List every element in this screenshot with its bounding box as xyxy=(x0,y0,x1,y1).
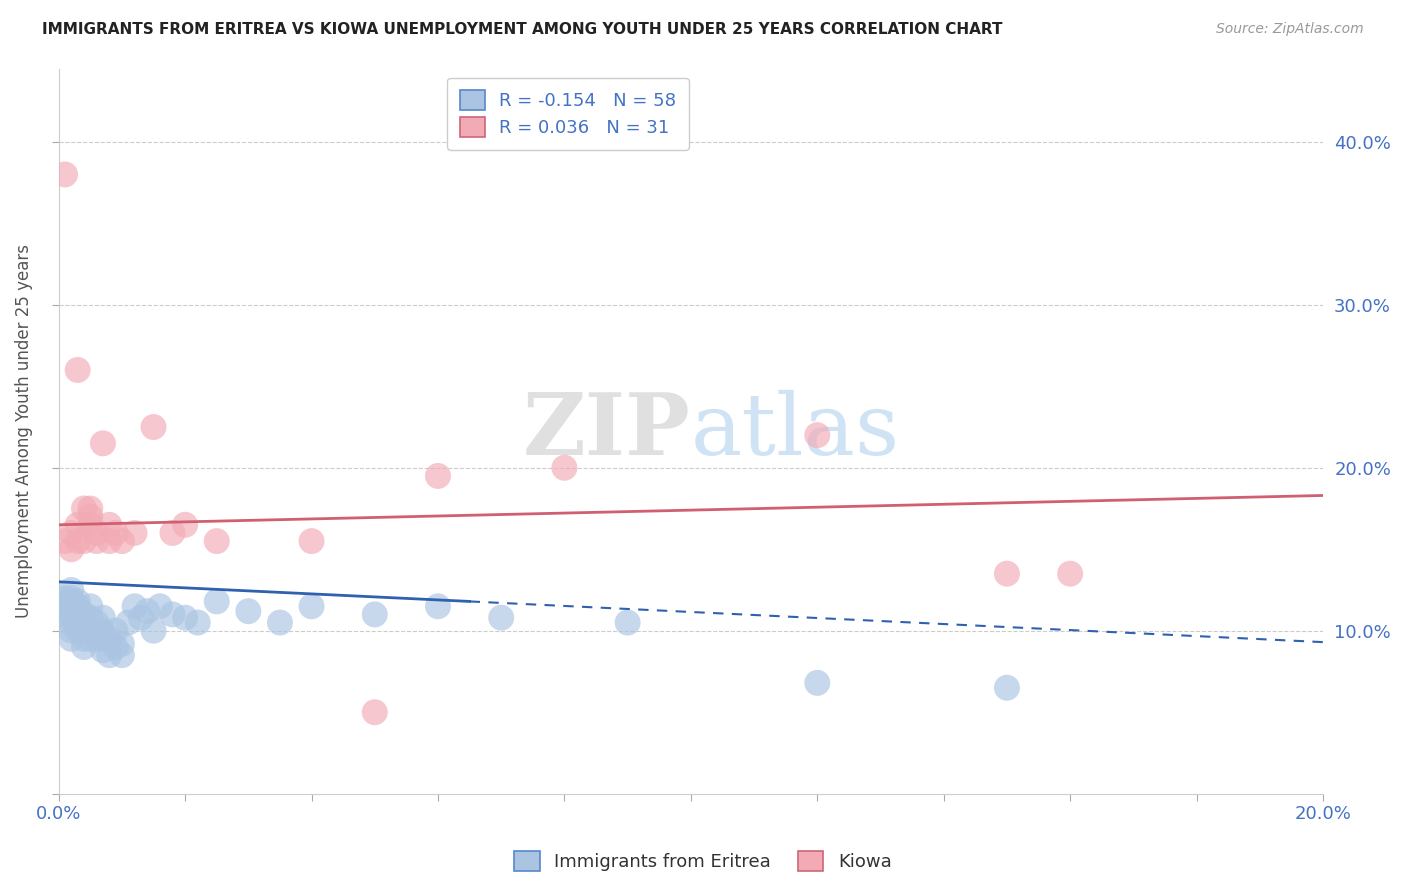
Point xyxy=(53,168,76,182)
Point xyxy=(86,534,108,549)
Point xyxy=(53,599,76,614)
Point xyxy=(104,525,127,540)
Point xyxy=(98,517,121,532)
Point xyxy=(238,604,260,618)
Point xyxy=(79,509,101,524)
Point xyxy=(60,607,83,622)
Point xyxy=(53,591,76,606)
Point xyxy=(995,681,1018,695)
Point xyxy=(301,599,323,614)
Point xyxy=(91,643,114,657)
Point xyxy=(187,615,209,630)
Point xyxy=(60,604,83,618)
Point xyxy=(136,604,159,618)
Point xyxy=(489,610,512,624)
Point xyxy=(79,517,101,532)
Point xyxy=(86,624,108,638)
Point xyxy=(427,599,450,614)
Point xyxy=(91,632,114,646)
Text: Source: ZipAtlas.com: Source: ZipAtlas.com xyxy=(1216,22,1364,37)
Point xyxy=(111,648,134,662)
Point xyxy=(66,610,89,624)
Point xyxy=(53,607,76,622)
Point xyxy=(73,501,96,516)
Point xyxy=(79,624,101,638)
Point xyxy=(124,525,146,540)
Point xyxy=(205,594,228,608)
Point xyxy=(142,420,165,434)
Point xyxy=(149,599,172,614)
Point xyxy=(73,624,96,638)
Point xyxy=(60,632,83,646)
Point xyxy=(269,615,291,630)
Point xyxy=(174,517,197,532)
Point xyxy=(1059,566,1081,581)
Point xyxy=(111,534,134,549)
Point xyxy=(53,534,76,549)
Point xyxy=(79,610,101,624)
Point xyxy=(104,624,127,638)
Point xyxy=(66,363,89,377)
Point xyxy=(98,648,121,662)
Point xyxy=(60,615,83,630)
Point xyxy=(60,525,83,540)
Legend: R = -0.154   N = 58, R = 0.036   N = 31: R = -0.154 N = 58, R = 0.036 N = 31 xyxy=(447,78,689,150)
Point xyxy=(129,610,152,624)
Point xyxy=(73,615,96,630)
Point xyxy=(66,624,89,638)
Point xyxy=(86,632,108,646)
Point xyxy=(60,594,83,608)
Point xyxy=(86,525,108,540)
Point xyxy=(60,542,83,557)
Point xyxy=(73,640,96,654)
Point xyxy=(86,615,108,630)
Point xyxy=(364,607,387,622)
Point xyxy=(73,607,96,622)
Point xyxy=(553,460,575,475)
Text: IMMIGRANTS FROM ERITREA VS KIOWA UNEMPLOYMENT AMONG YOUTH UNDER 25 YEARS CORRELA: IMMIGRANTS FROM ERITREA VS KIOWA UNEMPLO… xyxy=(42,22,1002,37)
Point xyxy=(66,599,89,614)
Point xyxy=(91,436,114,450)
Point xyxy=(995,566,1018,581)
Point xyxy=(117,615,139,630)
Point xyxy=(66,517,89,532)
Text: ZIP: ZIP xyxy=(523,389,690,473)
Point xyxy=(79,632,101,646)
Text: atlas: atlas xyxy=(690,390,900,473)
Point xyxy=(427,469,450,483)
Point xyxy=(73,534,96,549)
Point xyxy=(91,624,114,638)
Point xyxy=(205,534,228,549)
Point xyxy=(364,705,387,719)
Point xyxy=(124,599,146,614)
Point xyxy=(98,632,121,646)
Point xyxy=(301,534,323,549)
Point xyxy=(142,624,165,638)
Y-axis label: Unemployment Among Youth under 25 years: Unemployment Among Youth under 25 years xyxy=(15,244,32,618)
Point xyxy=(111,637,134,651)
Point xyxy=(66,594,89,608)
Point xyxy=(174,610,197,624)
Point xyxy=(806,676,828,690)
Legend: Immigrants from Eritrea, Kiowa: Immigrants from Eritrea, Kiowa xyxy=(508,844,898,879)
Point xyxy=(616,615,638,630)
Point xyxy=(79,501,101,516)
Point xyxy=(60,591,83,606)
Point xyxy=(60,624,83,638)
Point xyxy=(79,599,101,614)
Point xyxy=(104,640,127,654)
Point xyxy=(98,534,121,549)
Point xyxy=(73,632,96,646)
Point xyxy=(162,607,184,622)
Point xyxy=(91,610,114,624)
Point xyxy=(806,428,828,442)
Point xyxy=(66,604,89,618)
Point xyxy=(162,525,184,540)
Point xyxy=(60,582,83,597)
Point xyxy=(66,615,89,630)
Point xyxy=(66,534,89,549)
